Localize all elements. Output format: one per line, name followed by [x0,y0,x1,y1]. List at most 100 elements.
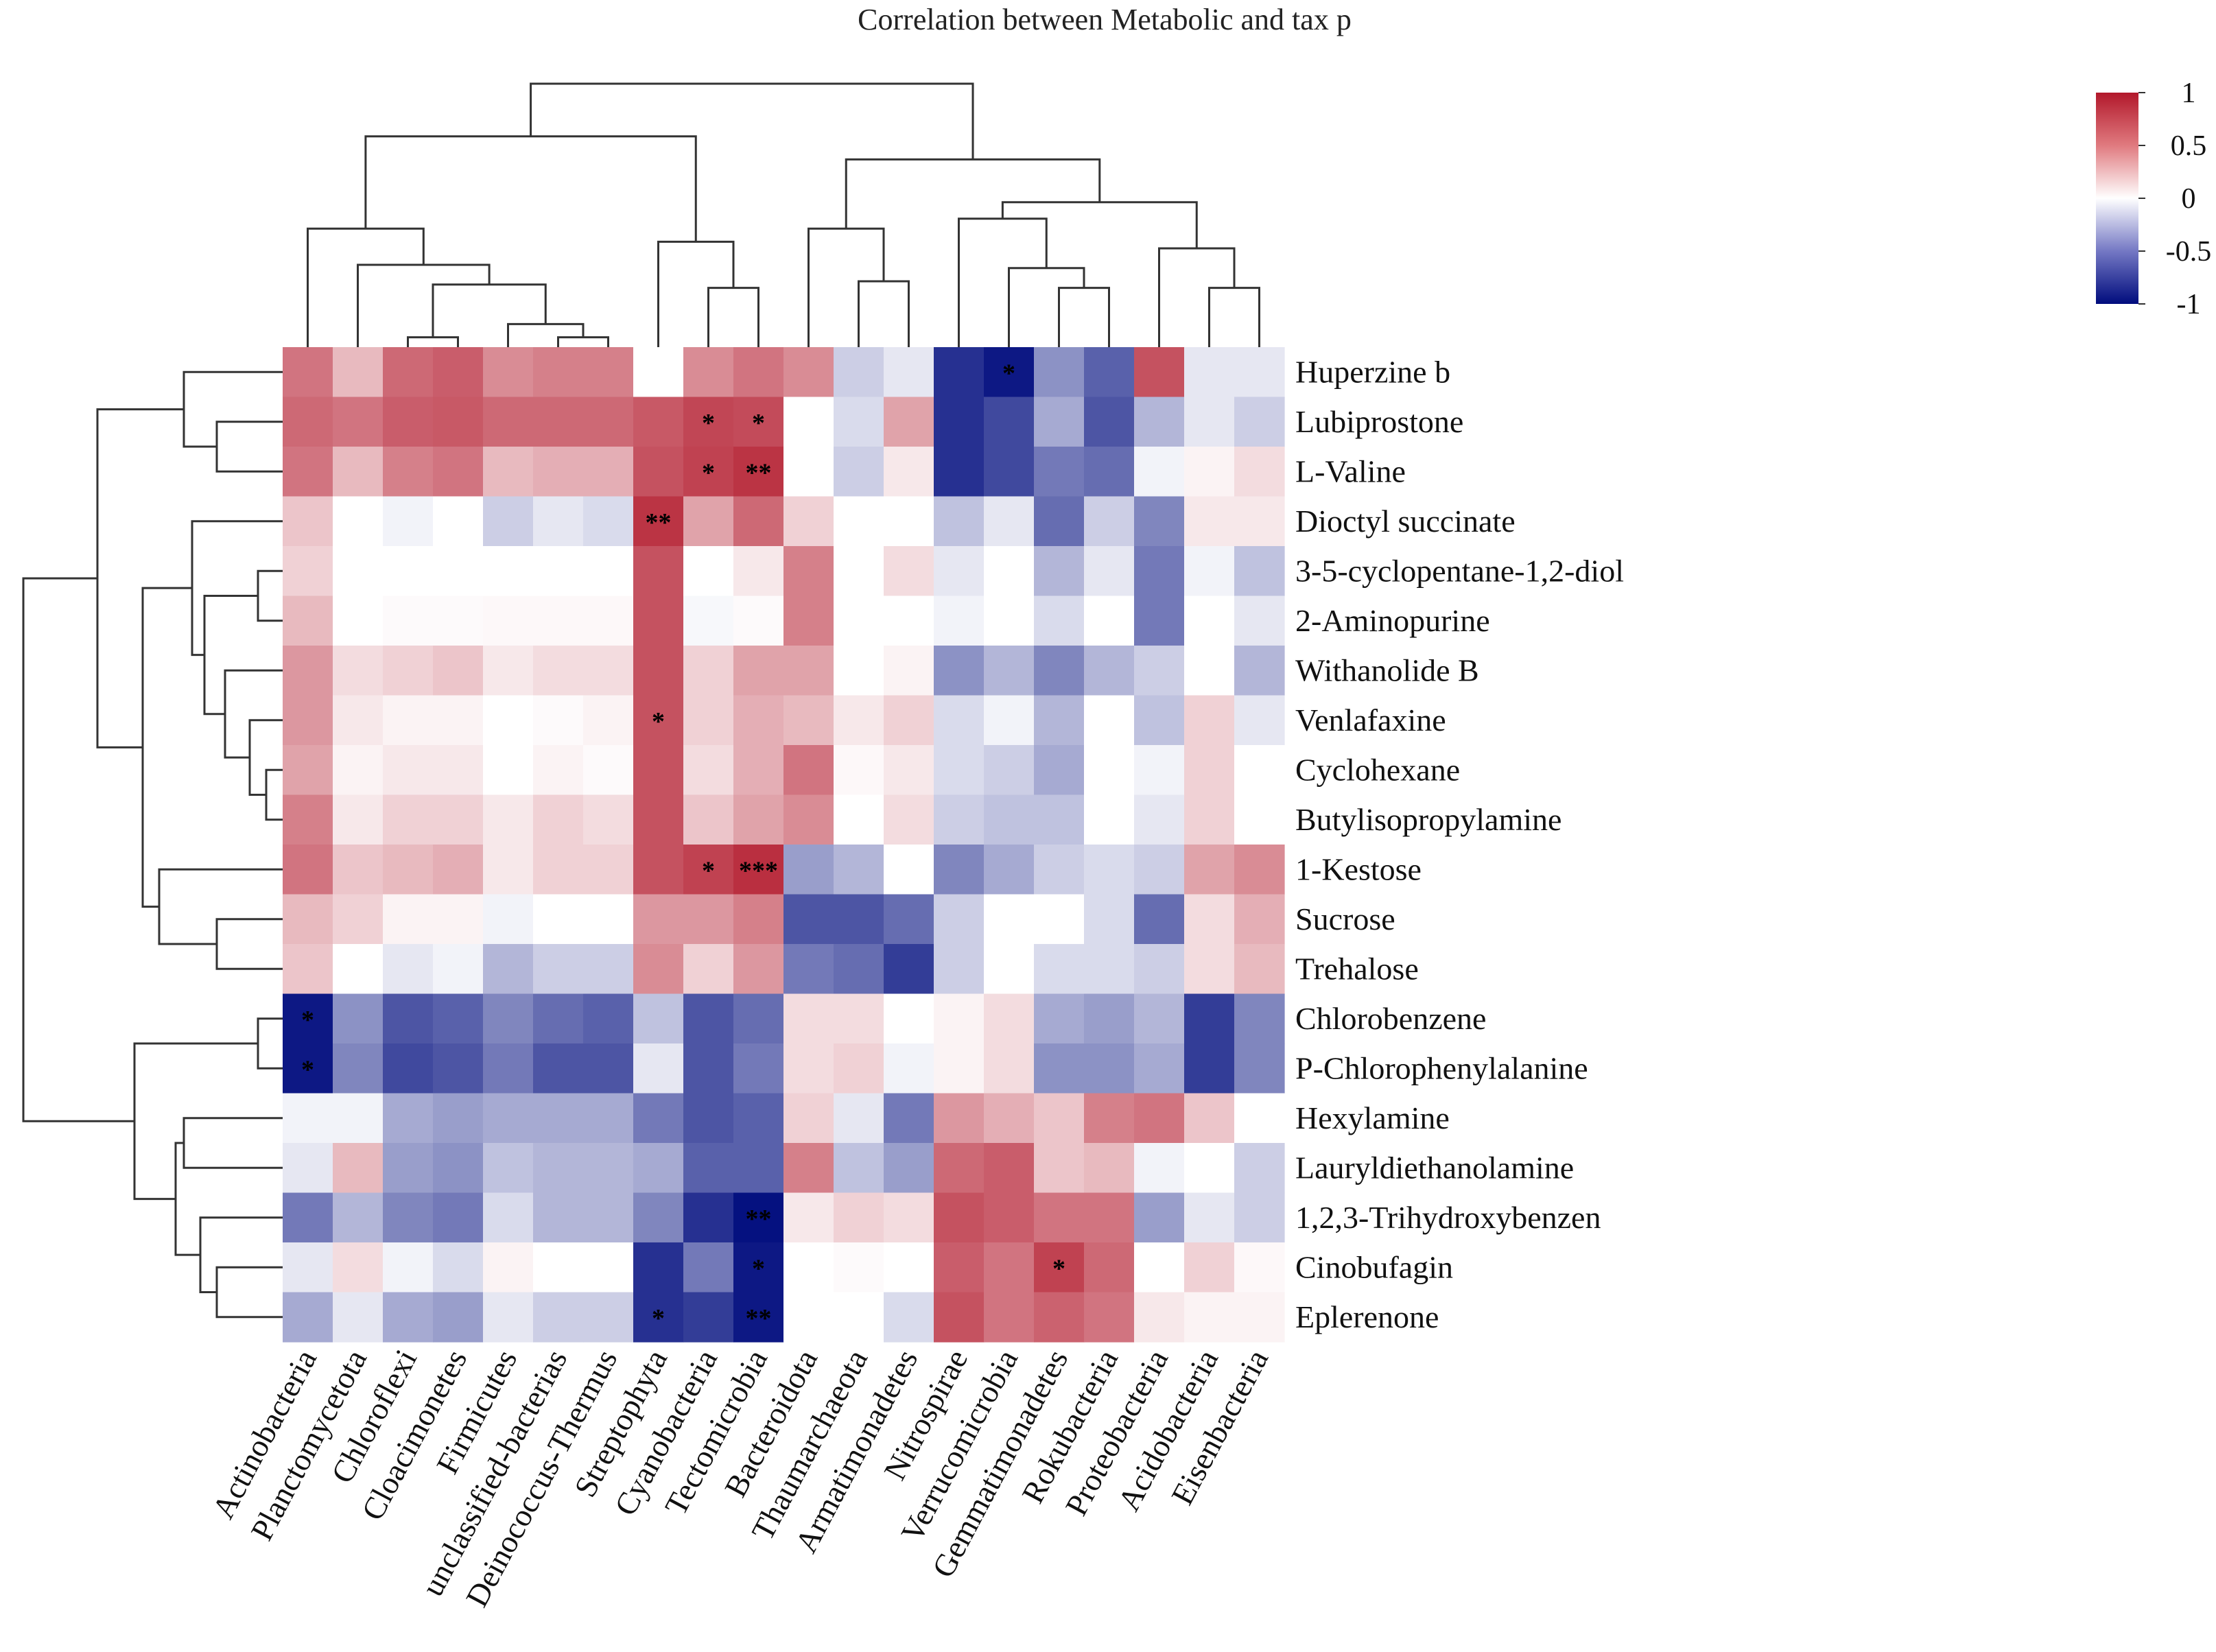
heatmap-cell [333,496,384,547]
heatmap-cell [333,1242,384,1293]
heatmap-cell [733,1192,784,1243]
heatmap-cell [733,794,784,845]
chart-title: Correlation between Metabolic and tax p [858,3,1352,36]
heatmap-cell [283,794,333,845]
heatmap-cell [633,1192,684,1243]
heatmap-cell [533,1242,584,1293]
heatmap-cell [333,646,384,696]
heatmap-cell [1034,845,1085,895]
heatmap-cells [283,347,1285,1343]
heatmap-cell [533,447,584,497]
heatmap-cell [383,993,434,1044]
heatmap-cell [934,1043,985,1094]
heatmap-cell [633,1043,684,1094]
heatmap-cell [1034,794,1085,845]
heatmap-cell [333,894,384,945]
heatmap-cell [683,944,734,995]
heatmap-cell [934,695,985,746]
heatmap-cell [733,595,784,646]
heatmap-cell [733,845,784,895]
heatmap-cell [884,1192,934,1243]
heatmap-cell [1084,646,1135,696]
heatmap-cell [1034,595,1085,646]
heatmap-cell [733,1292,784,1343]
heatmap-cell [433,447,484,497]
heatmap-cell [333,397,384,447]
heatmap-cell [733,1143,784,1194]
heatmap-cell [483,447,534,497]
heatmap-cell [483,595,534,646]
heatmap-cell [633,447,684,497]
heatmap-cell [433,745,484,796]
significance-star: *** [739,856,778,885]
row-label: 1,2,3-Trihydroxybenzen [1295,1200,1601,1235]
heatmap-cell [283,397,333,447]
heatmap-cell [383,1043,434,1094]
row-label: P-Chlorophenylalanine [1295,1050,1588,1085]
row-label: Lauryldiethanolamine [1295,1150,1574,1185]
heatmap-cell [1234,595,1285,646]
heatmap-cell [984,745,1035,796]
heatmap-cell [733,397,784,447]
color-legend-ticks: 1 0.5 0 -0.5 -1 [2138,78,2211,320]
heatmap-cell [433,894,484,945]
heatmap-cell [783,1242,834,1293]
heatmap-cell [733,745,784,796]
row-label: Venlafaxine [1295,703,1446,738]
heatmap-cell [533,646,584,696]
heatmap-cell [283,496,333,547]
heatmap-cell [1034,496,1085,547]
heatmap-cell [633,894,684,945]
significance-star: * [1052,1254,1065,1283]
heatmap-cell [583,347,634,398]
heatmap-cell [1234,546,1285,597]
dendrogram-branch [96,408,184,748]
heatmap-cell [1134,745,1185,796]
heatmap-cell [783,546,834,597]
heatmap-cell [733,993,784,1044]
heatmap-cell [884,496,934,547]
heatmap-cell [433,944,484,995]
heatmap-cell [1184,646,1235,696]
row-label: Lubiprostone [1295,404,1463,439]
heatmap-cell [934,1143,985,1194]
heatmap-cell [683,646,734,696]
heatmap-cell [633,1093,684,1144]
heatmap-cell [583,397,634,447]
heatmap-cell [1034,347,1085,398]
heatmap-cell [483,794,534,845]
significance-star: * [752,409,765,438]
heatmap-cell [483,1292,534,1343]
heatmap-cell [333,546,384,597]
heatmap-cell [783,347,834,398]
heatmap-cell [934,646,985,696]
row-label: Hexylamine [1295,1100,1450,1135]
heatmap-cell [283,745,333,796]
heatmap-cell [683,993,734,1044]
heatmap-cell [333,845,384,895]
heatmap-cell [483,845,534,895]
dendrogram-branch [1158,247,1236,347]
heatmap-cell [984,1192,1035,1243]
heatmap-cell [1084,347,1135,398]
heatmap-cell [934,447,985,497]
significance-star: ** [646,508,672,537]
heatmap-cell [683,894,734,945]
heatmap-cell [383,794,434,845]
heatmap-cell [533,745,584,796]
heatmap-cell [1034,1192,1085,1243]
heatmap-cell [1184,397,1235,447]
heatmap-cell [733,546,784,597]
heatmap-cell [1134,546,1185,597]
heatmap-cell [483,944,534,995]
heatmap-cell [1084,496,1135,547]
significance-star: * [702,458,715,487]
heatmap-cell [1134,347,1185,398]
heatmap-cell [333,1043,384,1094]
heatmap-cell [483,546,534,597]
heatmap-cell [834,595,884,646]
column-dendrogram [307,82,1260,347]
heatmap-cell [1034,397,1085,447]
heatmap-cell [1034,695,1085,746]
